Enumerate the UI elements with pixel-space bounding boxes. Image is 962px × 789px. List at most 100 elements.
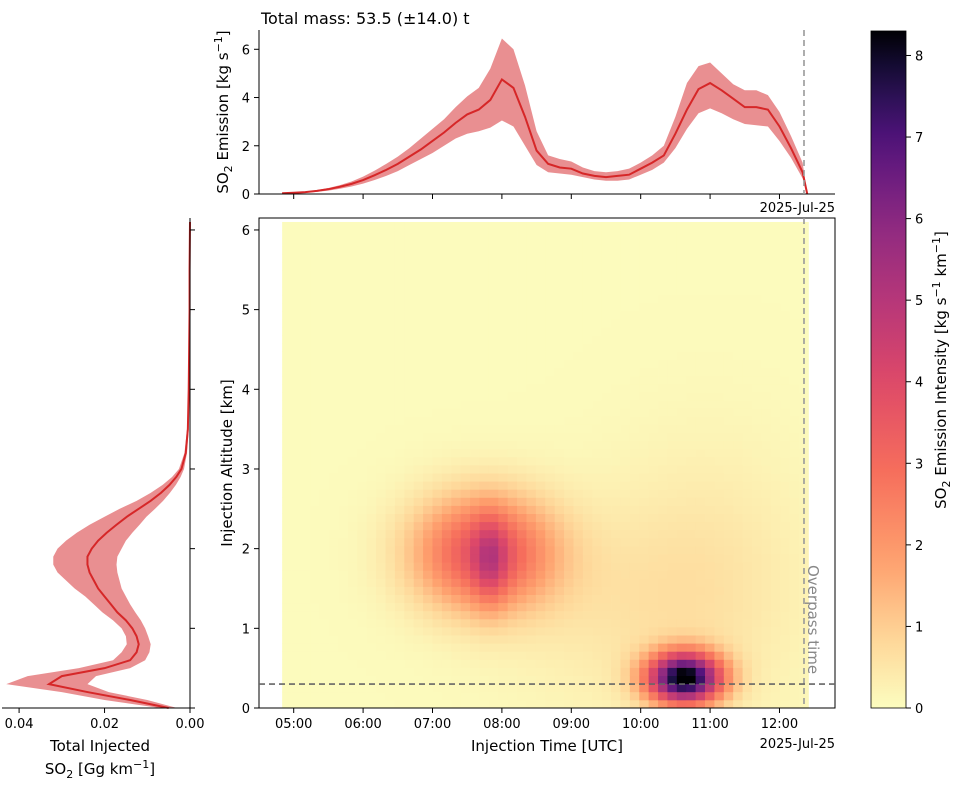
heatmap-cell xyxy=(554,367,565,377)
heatmap-cell xyxy=(413,667,424,676)
heatmap-cell xyxy=(460,554,471,563)
heatmap-cell xyxy=(639,529,650,539)
heatmap-cell xyxy=(451,262,462,271)
heatmap-cell xyxy=(385,392,396,401)
heatmap-cell xyxy=(310,448,321,458)
heatmap-cell xyxy=(601,335,612,344)
heatmap-cell xyxy=(376,667,386,676)
heatmap-cell xyxy=(545,432,556,442)
heatmap-cell xyxy=(404,383,415,393)
heatmap-cell xyxy=(742,383,753,393)
heatmap-cell xyxy=(686,392,697,401)
heatmap-cell xyxy=(347,343,358,352)
heatmap-cell xyxy=(676,602,687,612)
heatmap-cell xyxy=(432,643,443,652)
heatmap-cell xyxy=(799,643,809,652)
heatmap-cell xyxy=(366,521,377,531)
heatmap-cell xyxy=(770,440,781,450)
heatmap-cell xyxy=(629,643,640,652)
heatmap-cell xyxy=(752,675,762,685)
heatmap-cell xyxy=(319,562,330,571)
heatmap-cell xyxy=(686,691,697,701)
heatmap-cell xyxy=(658,497,668,506)
heatmap-cell xyxy=(470,278,480,288)
heatmap-cell xyxy=(498,221,509,231)
x-tick-label: 07:00 xyxy=(414,717,451,732)
heatmap-cell xyxy=(658,367,668,377)
heatmap-cell xyxy=(714,286,725,296)
heatmap-cell xyxy=(592,610,603,620)
heatmap-cell xyxy=(413,529,424,539)
heatmap-cell xyxy=(310,521,321,531)
heatmap-cell xyxy=(667,432,678,442)
colorbar-label: SO2 Emission Intensity [kg s−1 km−1] xyxy=(930,231,953,509)
heatmap-cell xyxy=(479,529,490,539)
heatmap-cell xyxy=(441,594,452,604)
heatmap-cell xyxy=(752,627,762,636)
heatmap-cell xyxy=(667,270,678,280)
heatmap-cell xyxy=(310,375,321,385)
heatmap-cell xyxy=(564,667,574,676)
x-tick-label: 09:00 xyxy=(553,717,590,732)
heatmap-cell xyxy=(667,335,678,344)
heatmap-cell xyxy=(620,554,631,563)
heatmap-cell xyxy=(545,343,556,352)
heatmap-cell xyxy=(629,464,640,474)
heatmap-cell xyxy=(291,570,302,579)
heatmap-cell xyxy=(601,683,612,693)
heatmap-cell xyxy=(423,335,433,344)
heatmap-cell xyxy=(282,489,292,498)
heatmap-cell xyxy=(611,383,621,393)
heatmap-cell xyxy=(291,513,302,523)
heatmap-cell xyxy=(686,359,697,369)
heatmap-cell xyxy=(488,529,499,539)
heatmap-cell xyxy=(705,359,715,369)
heatmap-cell xyxy=(319,270,330,280)
heatmap-cell xyxy=(470,416,480,425)
colorbar-tick-label: 3 xyxy=(915,457,923,472)
heatmap-cell xyxy=(582,319,593,328)
heatmap-cell xyxy=(648,327,659,336)
heatmap-cell xyxy=(535,473,546,482)
heatmap-cell xyxy=(592,683,603,693)
heatmap-cell xyxy=(695,221,706,231)
heatmap-cell xyxy=(498,545,509,555)
heatmap-cell xyxy=(394,699,405,709)
heatmap-cell xyxy=(573,529,584,539)
heatmap-cell xyxy=(648,456,659,466)
heatmap-cell xyxy=(648,408,659,417)
heatmap-cell xyxy=(498,367,509,377)
heatmap-cell xyxy=(705,602,715,612)
profile-band-area xyxy=(6,221,191,708)
heatmap-cell xyxy=(282,635,292,644)
heatmap-cell xyxy=(658,570,668,579)
heatmap-cell xyxy=(517,521,527,531)
heatmap-cell xyxy=(376,497,386,506)
heatmap-cell xyxy=(742,319,753,328)
heatmap-cell xyxy=(479,262,490,271)
heatmap-cell xyxy=(770,230,781,239)
heatmap-cell xyxy=(582,521,593,531)
heatmap-cell xyxy=(338,489,349,498)
heatmap-cell xyxy=(658,375,668,385)
heatmap-cell xyxy=(347,424,358,433)
heatmap-cell xyxy=(423,302,433,312)
heatmap-cell xyxy=(554,383,565,393)
heatmap-cell xyxy=(404,278,415,288)
heatmap-cell xyxy=(582,359,593,369)
heatmap-cell xyxy=(723,464,734,474)
heatmap-cell xyxy=(789,570,800,579)
y-tick-label: 6 xyxy=(242,224,250,239)
heatmap-cell xyxy=(554,335,565,344)
heatmap-cell xyxy=(723,335,734,344)
heatmap-cell xyxy=(488,238,499,247)
heatmap-cell xyxy=(733,302,744,312)
heatmap-cell xyxy=(300,383,311,393)
heatmap-cell xyxy=(761,497,772,506)
heatmap-cell xyxy=(451,230,462,239)
heatmap-cell xyxy=(329,448,339,458)
heatmap-cell xyxy=(639,456,650,466)
heatmap-cell xyxy=(460,392,471,401)
heatmap-cell xyxy=(385,643,396,652)
heatmap-cell xyxy=(601,278,612,288)
